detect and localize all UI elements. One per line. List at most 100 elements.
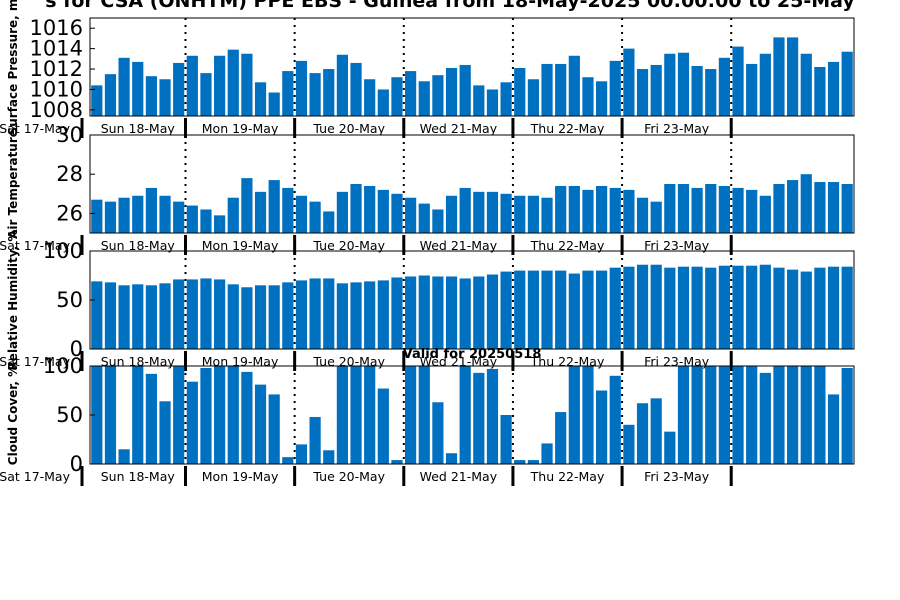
y-tick-label: 50 <box>56 403 83 427</box>
bar <box>514 195 526 233</box>
bar <box>596 270 608 349</box>
day-label: Wed 21-May <box>420 121 498 136</box>
bar <box>650 398 662 464</box>
bar <box>173 62 185 116</box>
bar <box>800 366 812 464</box>
bar <box>200 278 212 349</box>
bar <box>336 366 348 464</box>
bar <box>405 197 417 233</box>
bar <box>295 280 308 349</box>
bar <box>759 195 771 233</box>
bar <box>541 197 553 233</box>
bar <box>541 270 553 349</box>
bar <box>104 201 117 233</box>
bar <box>418 275 430 349</box>
bar <box>200 209 212 233</box>
bar <box>527 195 539 233</box>
bar <box>418 81 430 116</box>
bar <box>118 449 130 464</box>
bar <box>650 264 662 349</box>
bar <box>650 201 662 233</box>
bar <box>759 372 771 464</box>
bar <box>159 283 171 349</box>
bar <box>268 92 280 116</box>
bar <box>282 71 294 116</box>
bar <box>705 267 717 349</box>
bar <box>827 394 840 464</box>
bar <box>118 57 130 116</box>
bar <box>473 85 485 116</box>
bar <box>309 416 321 464</box>
bar <box>800 174 812 233</box>
bar <box>705 69 717 116</box>
bar <box>132 284 144 349</box>
plot-frame <box>89 134 855 234</box>
bar <box>827 61 840 116</box>
bar <box>241 53 253 116</box>
bar <box>186 55 198 116</box>
bar <box>309 278 321 349</box>
bar <box>773 366 785 464</box>
bar <box>636 403 649 464</box>
bar <box>173 366 185 464</box>
bar <box>132 61 144 116</box>
bar <box>555 63 567 116</box>
bar <box>405 276 417 349</box>
bar <box>391 277 403 349</box>
bar <box>609 60 621 116</box>
bar <box>282 457 294 464</box>
bar <box>814 182 826 233</box>
day-label: Sun 18-May <box>101 121 176 136</box>
bar <box>350 62 362 116</box>
bar <box>650 64 662 116</box>
bar <box>91 85 103 116</box>
bar <box>500 193 512 233</box>
bar <box>623 189 635 233</box>
bar <box>636 197 649 233</box>
bar <box>295 444 308 464</box>
bar <box>309 201 321 233</box>
bar <box>91 281 103 349</box>
bar <box>691 65 703 116</box>
bar <box>732 46 744 116</box>
day-label: Wed 21-May <box>420 354 498 369</box>
day-label: Thu 22-May <box>530 238 605 253</box>
bar <box>104 74 117 116</box>
bar <box>323 450 335 464</box>
bar <box>391 193 403 233</box>
y-tick-label: 100 <box>43 239 83 263</box>
bar <box>596 185 608 233</box>
bar <box>787 37 799 116</box>
bar <box>432 276 444 349</box>
bar <box>377 388 389 464</box>
bar <box>787 269 799 349</box>
bar <box>336 191 348 233</box>
bar <box>391 460 403 464</box>
bar <box>254 82 267 116</box>
y-tick-label: 0 <box>70 452 83 476</box>
bar <box>718 185 730 233</box>
bar <box>241 371 253 464</box>
day-label: Sun 18-May <box>101 238 176 253</box>
bar <box>473 191 485 233</box>
bar <box>527 79 539 116</box>
day-label: Fri 23-May <box>644 469 710 484</box>
bar <box>364 366 376 464</box>
bar <box>227 49 239 116</box>
bar <box>377 280 389 349</box>
day-label: Mon 19-May <box>202 354 279 369</box>
bar <box>350 282 362 349</box>
day-label: Wed 21-May <box>420 469 498 484</box>
day-label: Wed 21-May <box>420 238 498 253</box>
bar <box>664 184 676 233</box>
bar <box>254 285 267 349</box>
bar <box>186 279 198 349</box>
bar <box>568 55 580 116</box>
bar <box>800 53 812 116</box>
bar <box>718 57 730 116</box>
bar <box>445 276 458 349</box>
day-label: Sun 18-May <box>101 354 176 369</box>
bar <box>173 279 185 349</box>
y-tick-label: 1014 <box>30 37 83 61</box>
bar <box>787 180 799 233</box>
